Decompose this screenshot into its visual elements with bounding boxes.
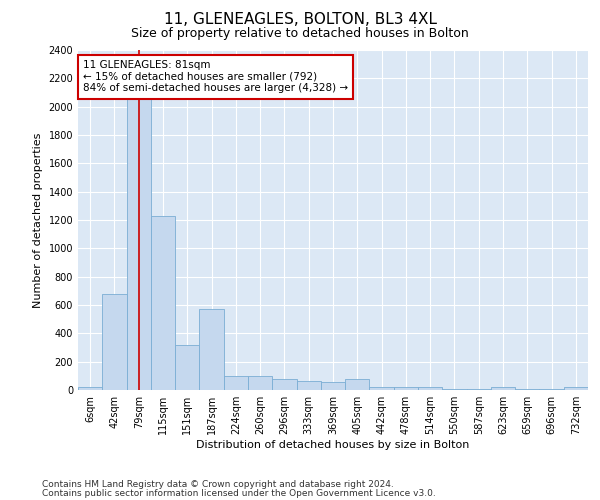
- Bar: [175, 344, 199, 390]
- Bar: [491, 388, 515, 390]
- Bar: [296, 381, 321, 390]
- Bar: [272, 380, 296, 390]
- Bar: [345, 380, 370, 390]
- Bar: [418, 387, 442, 390]
- X-axis label: Distribution of detached houses by size in Bolton: Distribution of detached houses by size …: [196, 440, 470, 450]
- Bar: [370, 388, 394, 390]
- Bar: [127, 67, 151, 390]
- Bar: [151, 216, 175, 390]
- Bar: [321, 382, 345, 390]
- Bar: [224, 376, 248, 390]
- Bar: [102, 294, 127, 390]
- Bar: [78, 387, 102, 390]
- Bar: [199, 309, 224, 390]
- Bar: [394, 388, 418, 390]
- Text: Contains HM Land Registry data © Crown copyright and database right 2024.: Contains HM Land Registry data © Crown c…: [42, 480, 394, 489]
- Text: Size of property relative to detached houses in Bolton: Size of property relative to detached ho…: [131, 28, 469, 40]
- Text: 11, GLENEAGLES, BOLTON, BL3 4XL: 11, GLENEAGLES, BOLTON, BL3 4XL: [163, 12, 437, 28]
- Y-axis label: Number of detached properties: Number of detached properties: [33, 132, 43, 308]
- Bar: [248, 376, 272, 390]
- Text: 11 GLENEAGLES: 81sqm
← 15% of detached houses are smaller (792)
84% of semi-deta: 11 GLENEAGLES: 81sqm ← 15% of detached h…: [83, 60, 348, 94]
- Text: Contains public sector information licensed under the Open Government Licence v3: Contains public sector information licen…: [42, 488, 436, 498]
- Bar: [564, 388, 588, 390]
